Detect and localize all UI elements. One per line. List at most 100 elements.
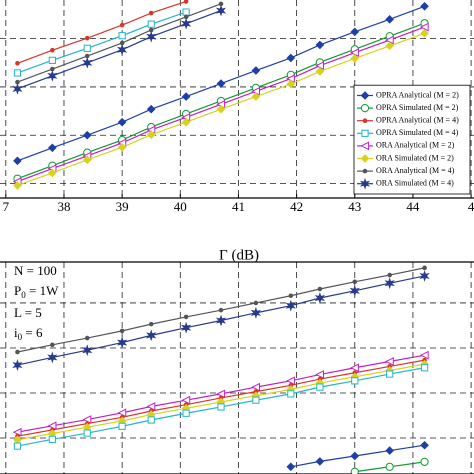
marker	[82, 344, 93, 357]
series-line	[17, 11, 187, 74]
marker	[253, 300, 259, 306]
marker	[48, 56, 56, 64]
marker	[385, 462, 394, 471]
marker	[12, 359, 23, 372]
marker	[180, 321, 192, 334]
annotation-text: P	[14, 283, 21, 298]
marker	[317, 286, 323, 292]
marker	[288, 293, 294, 299]
marker	[181, 117, 191, 127]
marker	[181, 395, 191, 405]
marker	[47, 351, 58, 364]
marker	[420, 29, 429, 38]
marker	[218, 307, 224, 313]
marker	[251, 66, 261, 75]
marker	[116, 43, 128, 56]
marker	[84, 335, 90, 341]
marker	[118, 32, 126, 40]
x-tick-label: 7	[3, 199, 10, 214]
marker	[13, 442, 22, 450]
legend: OPRA Analytical (M = 2) OPRA Simulated (M…	[353, 84, 471, 195]
marker	[350, 54, 360, 63]
marker	[15, 60, 20, 66]
marker	[117, 117, 127, 127]
x-tick-label: 4	[468, 199, 474, 214]
marker	[48, 435, 56, 443]
marker	[216, 104, 226, 114]
marker	[349, 284, 360, 297]
legend-label: OPRA Analytical (M = 4)	[376, 116, 459, 125]
marker	[147, 416, 155, 424]
marker	[119, 22, 125, 28]
marker	[285, 299, 296, 312]
marker	[420, 457, 429, 466]
marker	[315, 457, 325, 466]
marker	[182, 8, 190, 16]
marker	[215, 314, 227, 327]
marker	[13, 435, 22, 445]
legend-label: ORA Simulated (M = 2)	[376, 153, 454, 162]
marker	[359, 177, 371, 190]
marker	[387, 272, 392, 278]
marker	[117, 408, 127, 418]
marker	[352, 279, 358, 285]
marker	[350, 27, 360, 37]
annotation-tail: = 1W	[26, 283, 59, 298]
x-tick-label: 44	[406, 199, 420, 214]
marker	[385, 446, 394, 455]
x-tick-label: 43	[348, 199, 361, 214]
marker	[420, 364, 429, 372]
legend-box	[353, 84, 471, 195]
marker	[146, 30, 157, 43]
marker	[422, 265, 427, 271]
marker	[350, 363, 359, 373]
x-tick-label: 39	[116, 199, 129, 214]
marker	[350, 451, 360, 461]
marker	[117, 142, 127, 152]
series-line	[17, 0, 187, 64]
legend-label: ORA Analytical (M = 2)	[376, 141, 455, 150]
marker	[182, 409, 190, 417]
marker	[362, 118, 368, 123]
series-line	[17, 3, 222, 83]
marker	[362, 168, 368, 174]
marker	[420, 440, 429, 450]
marker	[360, 104, 370, 113]
legend-label: OPRA Simulated (M = 2)	[376, 103, 459, 112]
marker	[287, 390, 295, 398]
annotation: P0 = 1W	[14, 283, 59, 300]
series-group	[12, 0, 429, 190]
x-tick-label: 41	[232, 199, 245, 214]
marker	[13, 156, 22, 166]
marker	[286, 53, 296, 63]
marker	[419, 270, 430, 282]
annotation: i0 = 6	[14, 325, 43, 342]
marker	[146, 329, 157, 342]
marker	[84, 35, 90, 41]
annotation-sub: 0	[21, 290, 26, 300]
marker	[215, 4, 227, 17]
x-axis-label: Γ (dB)	[219, 247, 259, 263]
marker	[13, 181, 22, 190]
marker	[119, 328, 125, 334]
legend-label: OPRA Analytical (M = 2)	[376, 90, 459, 99]
marker	[386, 370, 394, 378]
marker	[217, 403, 225, 411]
marker	[384, 277, 395, 290]
marker	[361, 129, 369, 137]
marker	[148, 10, 154, 16]
marker	[315, 67, 325, 76]
marker	[286, 462, 296, 472]
marker	[48, 168, 57, 178]
x-tick-label: 42	[290, 199, 303, 214]
marker	[250, 306, 262, 319]
marker	[419, 22, 429, 32]
marker	[82, 155, 92, 165]
marker	[360, 91, 370, 100]
marker	[251, 92, 261, 101]
x-tick-label: 40	[174, 199, 187, 214]
marker	[118, 422, 126, 430]
marker	[314, 292, 326, 304]
